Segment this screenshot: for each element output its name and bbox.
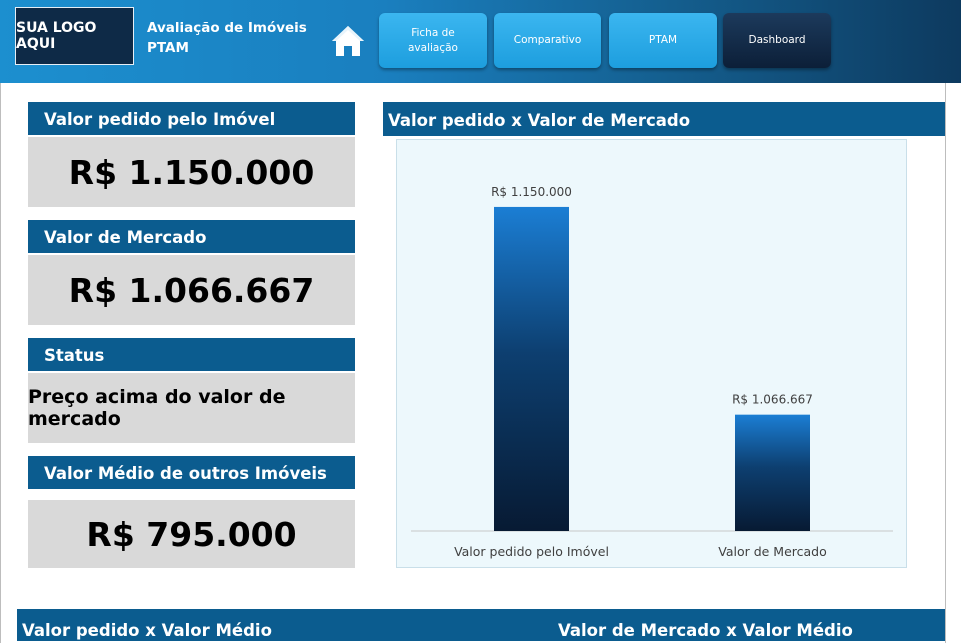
chart-plot-area: R$ 1.150.000 Valor pedido pelo Imóvel R$ 1… [396,139,907,568]
bar-chart: R$ 1.150.000 Valor pedido pelo Imóvel R$ 1… [411,185,893,559]
nav-ficha-avaliacao-label: Ficha de avaliação [408,26,458,54]
bottom-left-title: Valor pedido x Valor Médio [22,621,272,640]
app-title-line2: PTAM [147,40,189,56]
data-label-0: R$ 1.150.000 [491,185,572,199]
nav-ficha-avaliacao-button[interactable]: Ficha de avaliação [379,13,487,68]
bottom-right-title: Valor de Mercado x Valor Médio [558,621,853,640]
card-status-value: Preço acima do valor de mercado [28,373,355,443]
home-icon[interactable] [330,24,366,58]
app-title: Avaliação de Imóveis PTAM [147,18,307,58]
card-valor-mercado-value: R$ 1.066.667 [28,255,355,325]
card-valor-medio-title: Valor Médio de outros Imóveis [28,456,355,489]
category-label-0: Valor pedido pelo Imóvel [454,544,609,559]
top-banner: SUA LOGO AQUI Avaliação de Imóveis PTAM … [0,0,961,83]
card-status-title: Status [28,338,355,371]
card-valor-medio-value: R$ 795.000 [28,500,355,568]
nav-ptam-label: PTAM [648,34,678,46]
bar-1 [735,414,810,531]
category-label-1: Valor de Mercado [718,544,827,559]
card-valor-mercado-title: Valor de Mercado [28,220,355,253]
nav-dashboard-label: Dashboard [748,34,806,46]
logo: SUA LOGO AQUI [15,7,134,65]
nav-dashboard-button[interactable]: Dashboard [723,13,831,68]
data-label-1: R$ 1.066.667 [732,393,813,407]
card-valor-pedido-title: Valor pedido pelo Imóvel [28,102,355,135]
nav-ptam-button[interactable]: PTAM [609,13,717,68]
bottom-section-header [17,609,945,641]
bar-0 [494,206,569,531]
chart-title: Valor pedido x Valor de Mercado [383,102,945,136]
card-valor-pedido-value: R$ 1.150.000 [28,137,355,207]
nav-comparativo-label: Comparativo [513,34,582,46]
app-title-line1: Avaliação de Imóveis [147,20,307,36]
dashboard-frame [0,83,946,643]
nav-comparativo-button[interactable]: Comparativo [494,13,601,68]
